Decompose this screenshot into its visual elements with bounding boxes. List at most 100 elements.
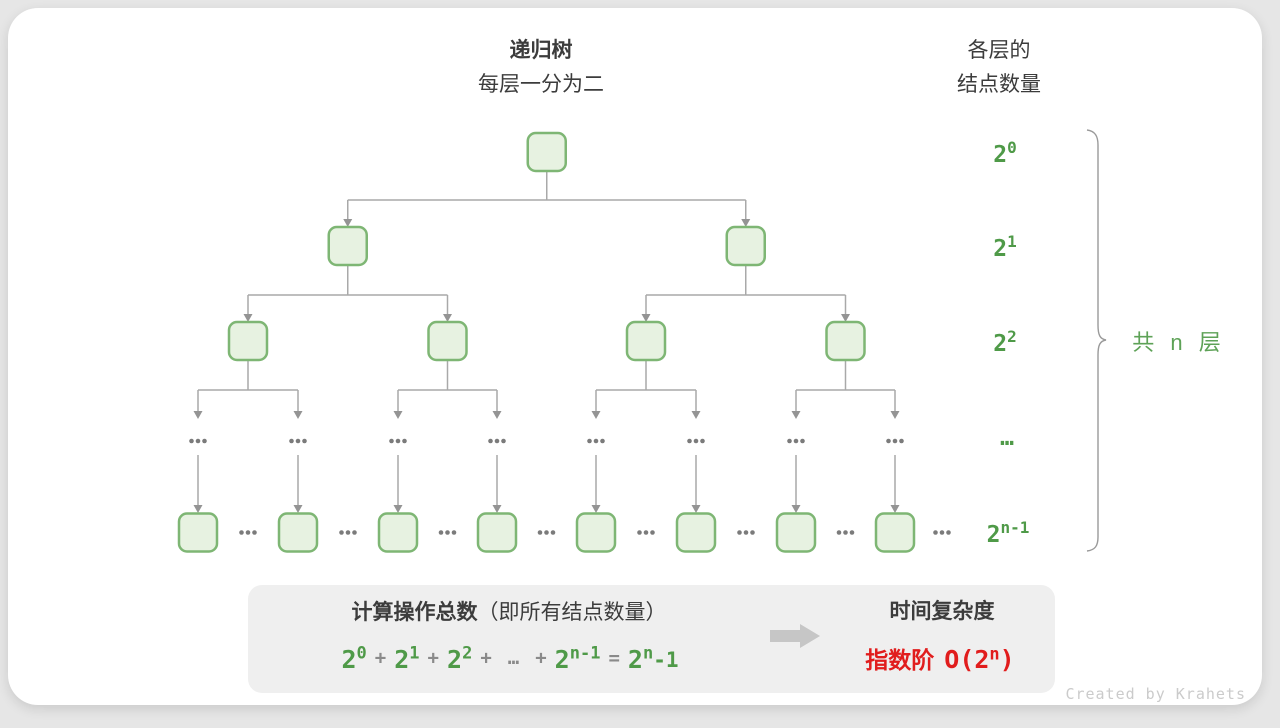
ellipsis-dots-icon xyxy=(750,530,755,535)
tree-node xyxy=(625,320,667,362)
formula-operator: + xyxy=(427,647,440,670)
ellipsis-dots-icon xyxy=(933,530,938,535)
ellipsis-dots-icon xyxy=(189,438,194,444)
formula-power-term: 20 xyxy=(341,643,367,675)
ellipsis-dots-icon xyxy=(946,530,951,535)
arrowhead-icon xyxy=(890,505,900,513)
ellipsis-dots-icon xyxy=(793,438,799,444)
ellipsis-dots-icon xyxy=(438,530,444,535)
arrowhead-icon xyxy=(393,411,403,419)
ellipsis-dots-icon xyxy=(202,438,207,444)
ellipsis-dots-icon xyxy=(650,530,655,535)
formula-power-term: 2n-1 xyxy=(627,643,679,675)
ellipsis-dots-icon xyxy=(700,438,705,444)
watermark: Created by Krahets xyxy=(1065,685,1246,703)
diagram-card: 递归树 每层一分为二 各层的 结点数量 20 21 22 … 2n-1 共 n … xyxy=(8,8,1262,705)
level-count-label-3: … xyxy=(1000,425,1014,451)
ellipsis-dots-icon xyxy=(693,438,699,444)
tree-node xyxy=(177,512,219,553)
ellipsis-dots-icon xyxy=(643,530,649,535)
ellipsis-dots-icon xyxy=(389,438,394,444)
arrowhead-icon xyxy=(591,411,601,419)
ellipsis-dots-icon xyxy=(892,438,898,444)
arrowhead-icon xyxy=(492,505,502,513)
ellipsis-dots-icon xyxy=(587,438,592,444)
arrowhead-icon xyxy=(791,411,801,419)
implies-arrow-icon xyxy=(770,630,800,642)
ellipsis-dots-icon xyxy=(494,438,500,444)
tree-node xyxy=(874,512,916,553)
formula-power-term: 22 xyxy=(447,643,473,675)
ellipsis-dots-icon xyxy=(849,530,855,535)
tree-node xyxy=(327,225,368,267)
ellipsis-dots-icon xyxy=(488,438,493,444)
operations-total-title-paren: （即所有结点数量） xyxy=(477,601,667,624)
tree-node xyxy=(825,320,866,362)
ellipsis-dots-icon xyxy=(899,438,904,444)
arrowhead-icon xyxy=(193,505,203,513)
ellipsis-dots-icon xyxy=(537,530,543,535)
tree-node xyxy=(575,512,617,553)
ellipsis-dots-icon xyxy=(737,530,742,535)
ellipsis-dots-icon xyxy=(295,438,301,444)
arrowhead-icon xyxy=(890,411,900,419)
arrowhead-icon xyxy=(741,219,751,227)
complexity-value: 指数阶 O(2n) xyxy=(865,641,1014,675)
ellipsis-dots-icon xyxy=(302,438,307,444)
arrowhead-icon xyxy=(343,219,353,227)
arrowhead-icon xyxy=(492,411,502,419)
ellipsis-dots-icon xyxy=(544,530,549,535)
arrowhead-icon xyxy=(293,411,303,419)
tree-node xyxy=(227,320,269,362)
tree-subtitle: 每层一分为二 xyxy=(478,73,604,96)
ellipsis-dots-icon xyxy=(593,438,599,444)
tree-node xyxy=(775,512,817,553)
ellipsis-dots-icon xyxy=(195,438,201,444)
brace-path xyxy=(1086,129,1107,552)
ellipsis-dots-icon xyxy=(836,530,842,535)
operations-total-title-bold: 计算操作总数 xyxy=(351,601,478,624)
formula-operator: + xyxy=(374,647,387,670)
formula-power-term: 2n-1 xyxy=(554,643,601,675)
complexity-bigO-text: O(2 xyxy=(944,645,990,674)
ellipsis-dots-icon xyxy=(843,530,848,535)
ellipsis-dots-icon xyxy=(352,530,357,535)
formula-operator: + xyxy=(480,647,492,670)
right-column-title-line1: 各层的 xyxy=(967,39,1031,62)
arrowhead-icon xyxy=(393,505,403,513)
complexity-order-text: 指数阶 xyxy=(865,647,935,673)
tree-node xyxy=(675,512,717,553)
tree-node xyxy=(277,512,319,553)
ellipsis-dots-icon xyxy=(239,530,244,535)
arrowhead-icon xyxy=(691,505,701,513)
arrowhead-icon xyxy=(691,411,701,419)
arrowhead-icon xyxy=(591,505,601,513)
total-layers-label: 共 n 层 xyxy=(1132,330,1226,355)
level-count-label-4: 2n-1 xyxy=(986,518,1030,548)
arrowhead-icon xyxy=(193,411,203,419)
ellipsis-dots-icon xyxy=(445,530,450,535)
ellipsis-dots-icon xyxy=(687,438,692,444)
ellipsis-dots-icon xyxy=(289,438,294,444)
implies-arrow-head-icon xyxy=(800,624,820,648)
ellipsis-dots-icon xyxy=(501,438,506,444)
formula-power-term: 21 xyxy=(394,643,420,675)
ellipsis-dots-icon xyxy=(743,530,749,535)
ellipsis-dots-icon xyxy=(451,530,457,535)
formula-operator: + xyxy=(535,647,547,670)
ellipsis-dots-icon xyxy=(886,438,891,444)
operations-total-title: 计算操作总数（即所有结点数量） xyxy=(352,596,667,626)
arrowhead-icon xyxy=(841,314,850,322)
level-count-label-0: 20 xyxy=(993,138,1017,168)
formula-operator: … xyxy=(507,647,520,670)
complexity-close-paren: ) xyxy=(999,645,1015,674)
tree-node xyxy=(427,320,468,362)
tree-node xyxy=(476,512,518,553)
ellipsis-dots-icon xyxy=(345,530,351,535)
arrowhead-icon xyxy=(243,314,253,322)
ellipsis-dots-icon xyxy=(252,530,257,535)
ellipsis-dots-icon xyxy=(402,438,407,444)
arrowhead-icon xyxy=(641,314,651,322)
ellipsis-dots-icon xyxy=(550,530,556,535)
